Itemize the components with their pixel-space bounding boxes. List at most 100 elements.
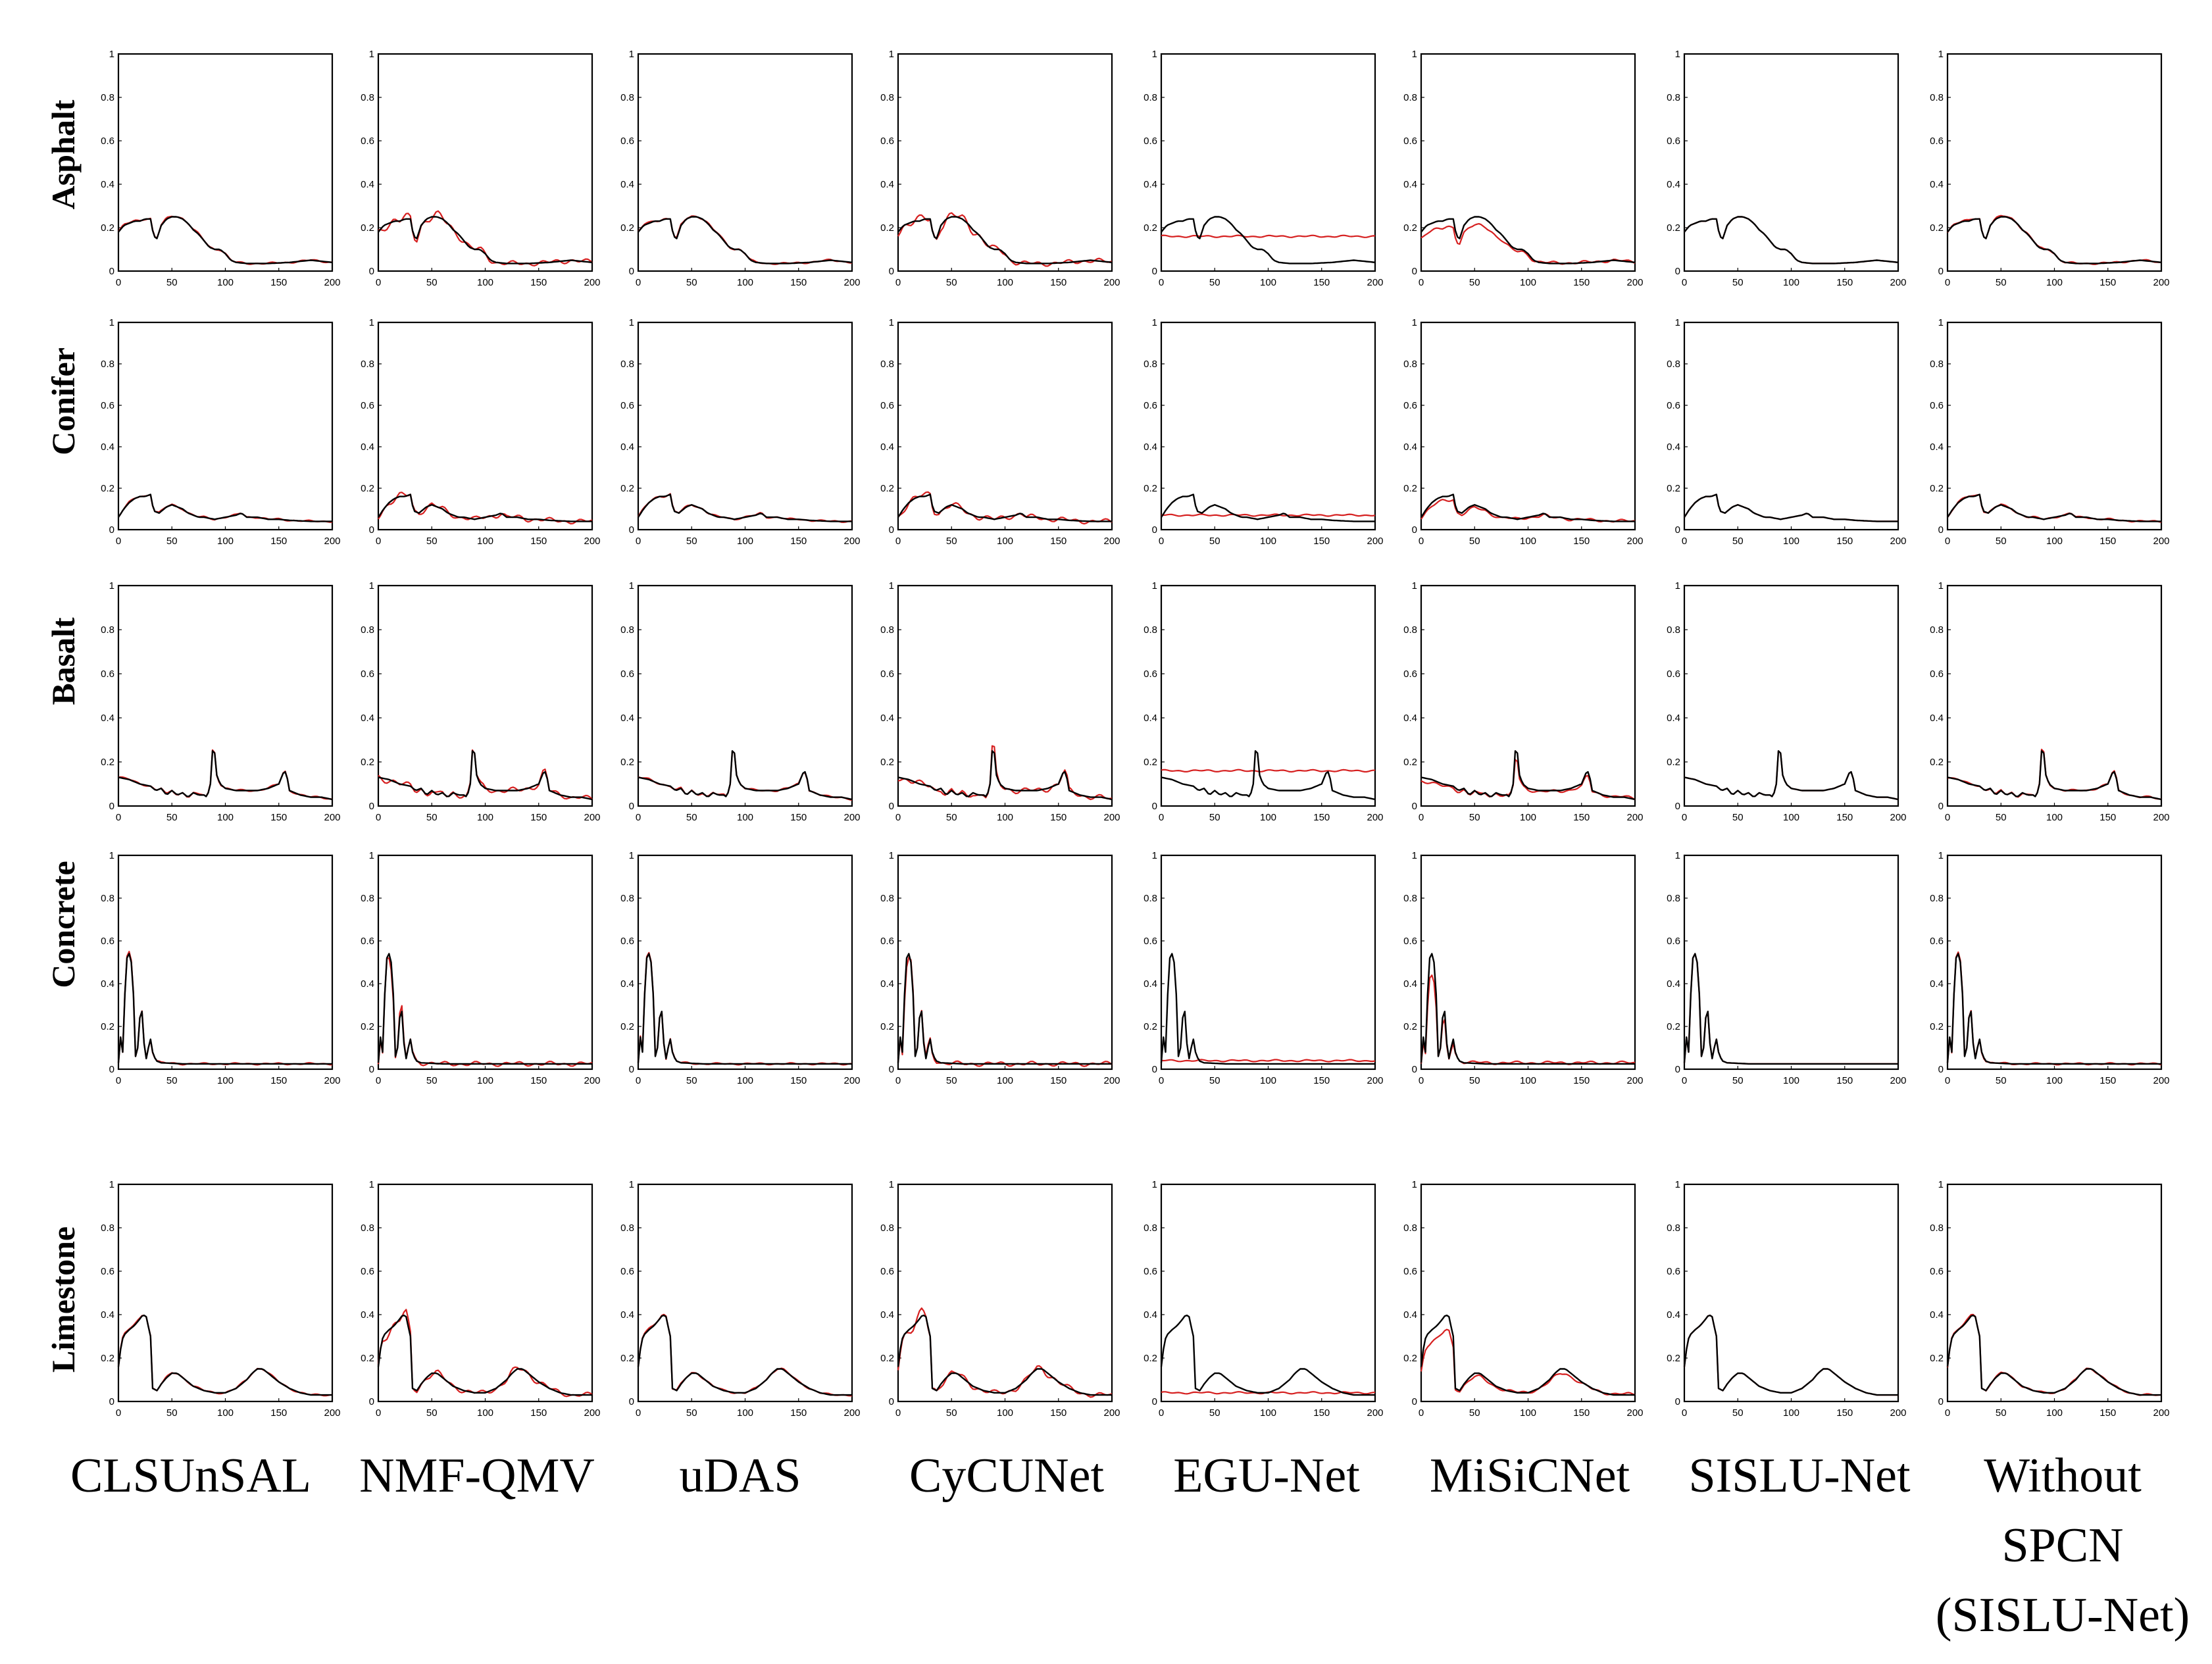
y-tick-label: 0.2 [361, 222, 374, 234]
plot-frame [1683, 854, 1899, 1071]
y-tick-label: 0 [1938, 266, 1944, 277]
x-tick-label: 50 [686, 277, 697, 288]
y-tick-label: 0.2 [1403, 222, 1417, 234]
plot-frame [1420, 1183, 1636, 1403]
x-tick-label: 100 [1260, 1407, 1276, 1419]
subplot-limestone-sislu-net: 0 50 100 150 200 0 0.2 0.4 0.6 0.8 1 [1667, 1179, 1906, 1419]
y-tick-label: 0.4 [1403, 713, 1417, 724]
column-label-sislu-net: SISLU-Net [1688, 1449, 1911, 1503]
y-tick-label: 0 [629, 1064, 634, 1075]
x-tick-label: 50 [1732, 812, 1744, 823]
reference-spectrum-line [377, 1314, 592, 1396]
x-tick-label: 50 [426, 812, 438, 823]
x-tick-label: 200 [1626, 812, 1643, 823]
x-tick-label: 0 [1682, 1407, 1687, 1419]
subplot-limestone-nmf-qmv: 0 50 100 150 200 0 0.2 0.4 0.6 0.8 1 [361, 1179, 600, 1419]
x-tick-label: 50 [946, 812, 957, 823]
reference-spectrum-line [1946, 493, 2161, 522]
y-tick-label: 0.2 [1930, 757, 1944, 768]
x-tick-label: 200 [324, 536, 340, 547]
y-tick-label: 0.6 [1667, 936, 1680, 947]
y-tick-label: 0.4 [620, 978, 634, 990]
y-tick-label: 0.8 [361, 1223, 374, 1234]
y-tick-label: 1 [1412, 580, 1417, 592]
subplot-asphalt-udas: 0 50 100 150 200 0 0.2 0.4 0.6 0.8 1 [620, 49, 860, 288]
x-tick-label: 200 [1367, 1407, 1383, 1419]
y-tick-label: 1 [629, 49, 634, 60]
x-tick-label: 150 [1836, 277, 1853, 288]
y-tick-label: 0.2 [1144, 1353, 1157, 1364]
x-tick-label: 150 [790, 536, 807, 547]
x-tick-label: 150 [1050, 536, 1067, 547]
x-tick-label: 100 [1783, 536, 1799, 547]
x-tick-label: 0 [1945, 812, 1950, 823]
subplot-concrete-misicnet: 0 50 100 150 200 0 0.2 0.4 0.6 0.8 1 [1403, 850, 1643, 1086]
y-tick-label: 0.6 [101, 400, 114, 411]
plot-frame [1946, 854, 2163, 1071]
plot-frame [1683, 321, 1899, 531]
y-tick-label: 0.8 [1667, 624, 1680, 636]
y-tick-label: 0 [889, 1064, 894, 1075]
reference-spectrum-line [897, 953, 1112, 1065]
y-tick-label: 1 [1152, 49, 1157, 60]
plot-frame [1683, 1183, 1899, 1403]
x-tick-label: 200 [324, 812, 340, 823]
x-tick-label: 0 [1682, 812, 1687, 823]
y-tick-label: 0.8 [101, 359, 114, 370]
y-tick-label: 0.6 [1144, 668, 1157, 680]
y-tick-label: 0.4 [361, 1309, 374, 1321]
y-tick-label: 0 [889, 1396, 894, 1407]
y-tick-label: 0.4 [1403, 1309, 1417, 1321]
reference-spectrum-line [1947, 216, 2162, 265]
y-tick-label: 0.6 [620, 400, 634, 411]
y-tick-label: 0.8 [1667, 92, 1680, 103]
x-tick-label: 200 [584, 812, 600, 823]
y-tick-label: 0.4 [1930, 713, 1944, 724]
x-tick-label: 200 [324, 1407, 340, 1419]
x-tick-label: 50 [686, 1407, 697, 1419]
x-tick-label: 0 [116, 536, 121, 547]
x-tick-label: 150 [270, 1075, 287, 1086]
x-tick-label: 50 [426, 536, 438, 547]
y-tick-label: 0.8 [1144, 92, 1157, 103]
x-tick-label: 100 [217, 1407, 234, 1419]
y-tick-label: 0.6 [1930, 936, 1944, 947]
x-tick-label: 100 [1783, 812, 1799, 823]
subplot-limestone-clsunsal: 0 50 100 150 200 0 0.2 0.4 0.6 0.8 1 [101, 1179, 340, 1419]
reference-spectrum-line [1683, 493, 1898, 522]
y-tick-label: 0 [369, 266, 374, 277]
y-tick-label: 0 [1938, 1064, 1944, 1075]
x-tick-label: 100 [1260, 277, 1276, 288]
y-tick-label: 1 [1152, 850, 1157, 861]
plot-frame [117, 584, 334, 807]
x-tick-label: 0 [1682, 277, 1687, 288]
subplot-limestone-cycunet: 0 50 100 150 200 0 0.2 0.4 0.6 0.8 1 [880, 1179, 1120, 1419]
x-tick-label: 50 [1469, 536, 1480, 547]
x-tick-label: 50 [166, 277, 178, 288]
x-tick-label: 200 [2153, 277, 2169, 288]
y-tick-label: 0.6 [880, 136, 894, 147]
x-tick-label: 0 [636, 812, 641, 823]
y-tick-label: 0.8 [1667, 359, 1680, 370]
x-tick-label: 150 [1836, 1075, 1853, 1086]
plot-frame [1420, 53, 1636, 272]
x-tick-label: 100 [1783, 277, 1799, 288]
y-tick-label: 0.6 [880, 400, 894, 411]
y-tick-label: 0.2 [1403, 1353, 1417, 1364]
x-tick-label: 100 [217, 1075, 234, 1086]
x-tick-label: 50 [946, 536, 957, 547]
subplot-conifer-without-spcn-sislu-net: 0 50 100 150 200 0 0.2 0.4 0.6 0.8 1 [1930, 317, 2169, 547]
x-tick-label: 200 [1890, 812, 1906, 823]
row-label-asphalt: Asphalt [45, 99, 82, 210]
x-tick-label: 150 [1573, 1075, 1590, 1086]
reference-spectrum-line [1684, 216, 1899, 265]
estimated-spectrum-line [1161, 513, 1376, 517]
y-tick-label: 0.4 [1667, 713, 1680, 724]
y-tick-label: 0.8 [880, 359, 894, 370]
y-tick-label: 0.2 [1930, 222, 1944, 234]
subplot-asphalt-nmf-qmv: 0 50 100 150 200 0 0.2 0.4 0.6 0.8 1 [361, 49, 600, 288]
y-tick-label: 1 [369, 1179, 374, 1190]
plot-frame [1683, 53, 1899, 272]
y-tick-label: 0 [629, 266, 634, 277]
y-tick-label: 1 [889, 1179, 894, 1190]
